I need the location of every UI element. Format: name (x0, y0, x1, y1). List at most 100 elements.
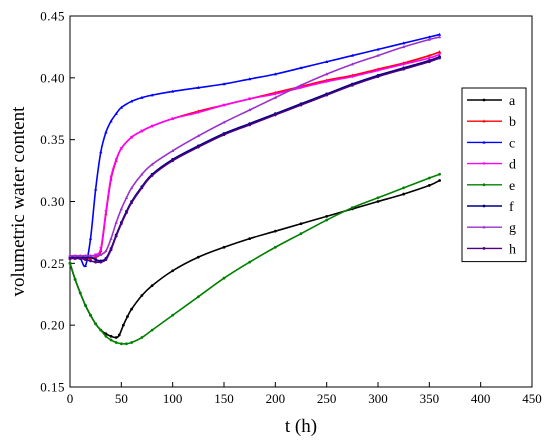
legend-label: g (509, 221, 516, 236)
data-point (248, 108, 252, 112)
series-markers-g (68, 35, 442, 258)
data-point (150, 328, 154, 332)
data-point (438, 179, 441, 182)
series-g (68, 35, 442, 258)
legend-item-c: c (467, 136, 515, 151)
data-point (130, 135, 134, 139)
data-point (78, 256, 82, 260)
data-point (88, 254, 93, 258)
data-point (124, 195, 129, 199)
data-point (150, 174, 154, 177)
data-point (299, 86, 303, 90)
data-point (376, 200, 380, 203)
data-point (376, 69, 380, 73)
data-point (438, 56, 441, 60)
x-tick-label: 0 (67, 391, 74, 406)
data-point (117, 333, 121, 337)
data-point (119, 222, 123, 226)
data-point (299, 232, 303, 236)
data-point (196, 145, 200, 149)
legend-item-b: b (467, 115, 516, 130)
data-point (68, 261, 72, 265)
data-point (68, 254, 72, 258)
legend-label: e (509, 179, 515, 194)
series-markers-c (68, 32, 442, 268)
y-tick-label: 0.15 (40, 380, 65, 395)
data-point (171, 89, 175, 93)
data-point (73, 256, 77, 260)
data-point (438, 50, 442, 54)
data-point (273, 113, 277, 117)
x-tick-label: 100 (163, 391, 183, 406)
data-point (325, 59, 329, 63)
data-point (273, 72, 277, 76)
data-point (196, 295, 200, 299)
data-point (376, 196, 380, 200)
data-point (130, 99, 134, 103)
data-point (140, 336, 144, 339)
data-point (438, 172, 441, 176)
data-point (99, 328, 103, 332)
data-point (248, 237, 252, 241)
data-point (104, 258, 108, 262)
data-point (427, 60, 431, 64)
series-b (68, 50, 442, 260)
series-line-g (69, 36, 440, 257)
data-point (130, 186, 134, 190)
legend-label: a (509, 94, 516, 109)
data-point (222, 133, 226, 137)
data-point (99, 150, 103, 154)
legend-label: b (509, 115, 516, 130)
legend-marker (482, 162, 486, 166)
data-point (114, 158, 118, 162)
y-tick-label: 0.45 (40, 9, 65, 24)
data-point (196, 134, 200, 138)
data-point (171, 159, 175, 163)
data-point (94, 187, 98, 191)
data-point (438, 53, 442, 57)
legend-item-a: a (467, 94, 516, 109)
series-f (68, 55, 441, 263)
y-axis-title: volumetric water content (8, 106, 29, 297)
data-point (89, 313, 92, 317)
data-point (402, 186, 406, 190)
series-e (68, 172, 441, 346)
data-point (402, 41, 406, 45)
data-point (109, 175, 113, 179)
series-line-h (70, 57, 440, 264)
y-axis: 0.15 0.20 0.25 0.30 0.35 0.40 0.45 (40, 9, 75, 395)
data-point (150, 93, 154, 97)
data-point (125, 211, 128, 215)
x-tick-label: 300 (368, 391, 388, 406)
data-point (119, 147, 123, 151)
data-point (104, 130, 108, 134)
data-point (119, 105, 123, 109)
data-point (99, 247, 103, 251)
data-point (119, 342, 123, 346)
legend-marker (482, 140, 486, 144)
data-point (140, 129, 144, 133)
data-point (114, 341, 118, 344)
data-point (140, 172, 144, 176)
data-point (99, 260, 103, 264)
data-point (78, 254, 82, 258)
data-point (438, 32, 442, 36)
data-point (248, 77, 252, 81)
x-tick-label: 150 (214, 391, 234, 406)
x-tick-label: 400 (471, 391, 491, 406)
legend-label: h (509, 242, 516, 257)
data-point (299, 222, 303, 226)
legend-marker (482, 183, 486, 187)
data-point (438, 35, 442, 39)
data-point (73, 254, 77, 258)
x-tick-label: 350 (420, 391, 440, 406)
data-point (196, 85, 200, 89)
data-point (325, 214, 329, 218)
data-point (350, 62, 354, 66)
legend-label: f (509, 200, 514, 215)
data-point (171, 313, 175, 317)
data-point (350, 75, 354, 79)
x-tick-label: 50 (115, 391, 128, 406)
data-point (402, 63, 406, 67)
